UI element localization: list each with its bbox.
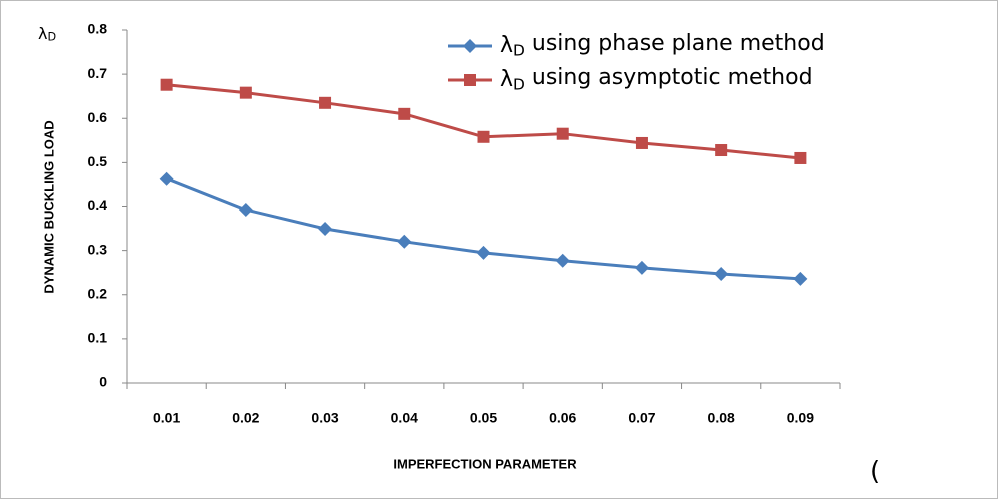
data-point: [793, 271, 808, 286]
x-tick-label: 0.04: [391, 410, 418, 426]
legend-label: λD using asymptotic method: [500, 65, 813, 93]
data-point: [476, 245, 491, 260]
y-tick-label: 0.5: [88, 153, 108, 169]
y-symbol: λD: [38, 24, 56, 44]
x-tick-label: 0.09: [787, 410, 814, 426]
y-axis-label: DYNAMIC BUCKLING LOAD: [41, 120, 56, 293]
x-tick-label: 0.01: [153, 410, 180, 426]
y-tick-label: 0.3: [88, 241, 108, 257]
x-tick-label: 0.05: [470, 410, 497, 426]
data-point: [160, 78, 173, 91]
data-point: [159, 171, 174, 186]
x-tick-label: 0.06: [549, 410, 576, 426]
y-tick-label: 0.1: [88, 330, 108, 346]
data-point: [556, 127, 569, 140]
data-point: [238, 203, 253, 218]
data-point: [715, 144, 728, 157]
y-tick-label: 0.4: [88, 197, 108, 213]
y-tick-label: 0.8: [88, 21, 108, 37]
data-point: [318, 222, 333, 237]
y-tick-label: 0.2: [88, 285, 108, 301]
legend-label: λD using phase plane method: [500, 31, 825, 59]
x-axis-label: IMPERFECTION PARAMETER: [393, 456, 577, 471]
x-tick-label: 0.03: [311, 410, 338, 426]
legend-marker: [463, 39, 477, 53]
legend-marker: [464, 74, 476, 86]
annotation: (: [870, 457, 880, 487]
data-point: [319, 96, 332, 109]
x-tick-label: 0.08: [708, 410, 735, 426]
data-point: [635, 136, 648, 149]
y-tick-label: 0: [99, 374, 107, 390]
x-tick-label: 0.07: [628, 410, 655, 426]
data-point: [794, 151, 807, 164]
data-point: [239, 86, 252, 99]
data-point: [555, 253, 570, 268]
y-tick-label: 0.7: [88, 65, 108, 81]
data-point: [714, 267, 729, 282]
x-tick-label: 0.02: [232, 410, 259, 426]
data-point: [397, 234, 412, 249]
data-point: [477, 130, 490, 143]
y-tick-label: 0.6: [88, 109, 108, 125]
data-point: [634, 260, 649, 275]
data-point: [398, 107, 411, 120]
